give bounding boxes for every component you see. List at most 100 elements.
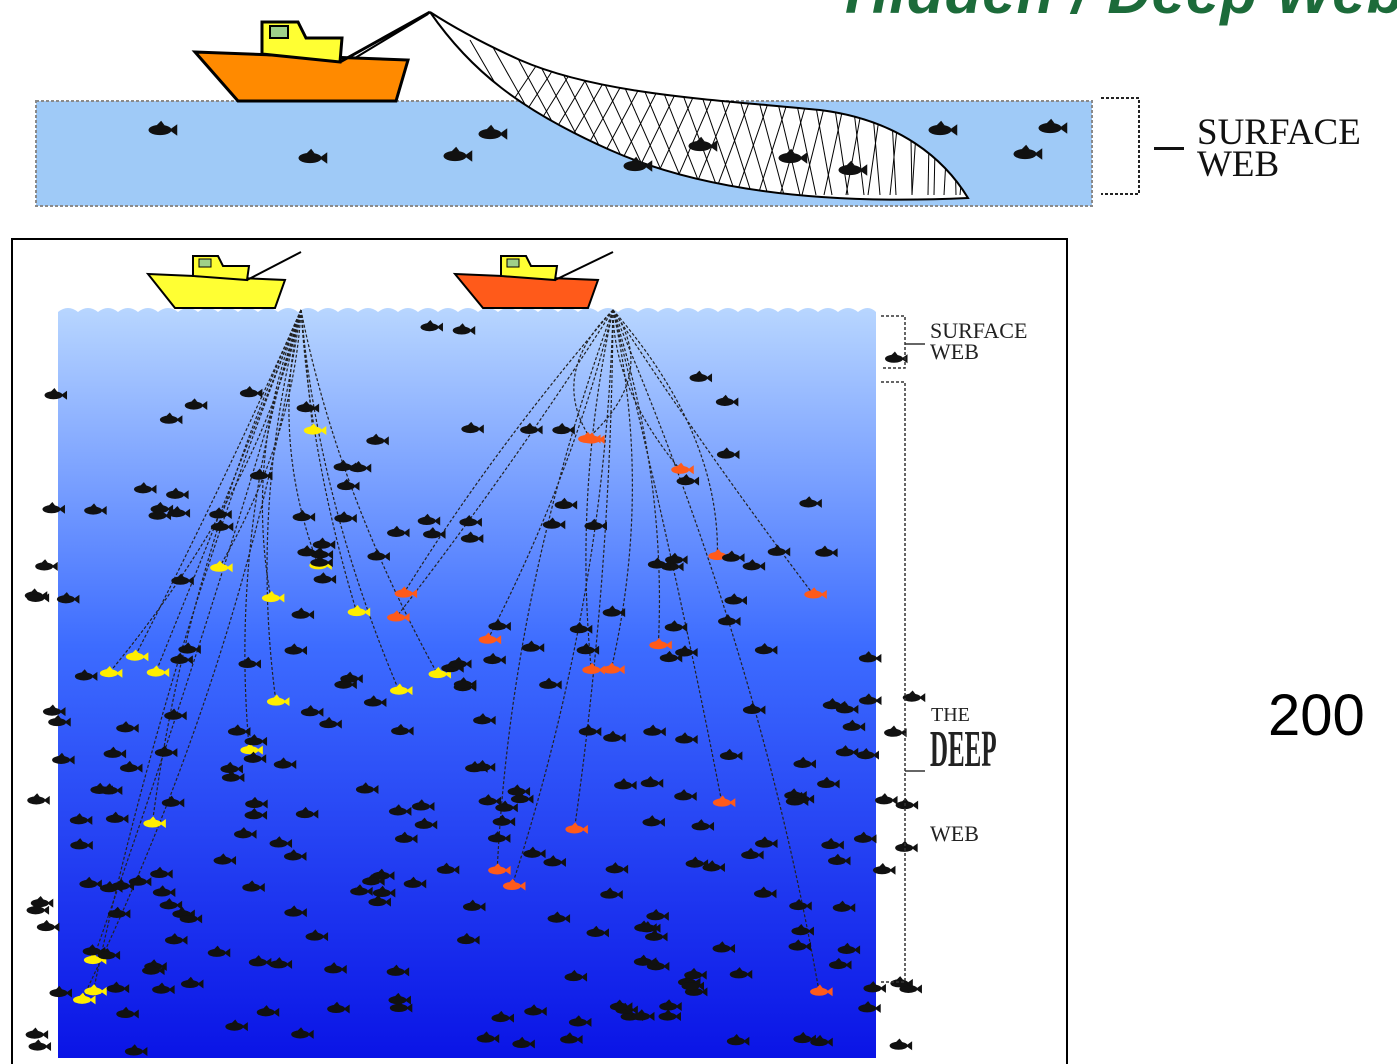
fish-icon: [675, 732, 698, 744]
fish-icon: [815, 545, 838, 558]
fish-icon: [367, 549, 390, 561]
fish-icon: [74, 669, 98, 681]
fish-icon: [420, 319, 443, 332]
fish-icon: [443, 146, 473, 162]
fish-icon: [646, 909, 669, 921]
fish-icon: [895, 797, 919, 810]
fish-icon: [179, 911, 203, 924]
fish-icon: [245, 796, 268, 809]
fish-icon: [411, 799, 435, 811]
fish-icon: [1038, 118, 1068, 134]
fish-icon: [895, 840, 918, 853]
fish-icon: [184, 398, 208, 411]
fish-icon: [889, 1038, 913, 1051]
fish-icon: [334, 677, 357, 690]
fish-icon: [459, 515, 482, 527]
fish-icon: [49, 985, 72, 998]
fish-icon: [605, 862, 629, 874]
fish-icon: [310, 555, 333, 568]
fish-icon: [319, 716, 342, 729]
deep-bracket: [881, 381, 906, 983]
fish-icon: [261, 590, 285, 603]
fish-icon: [372, 885, 396, 898]
fish-icon: [220, 761, 243, 774]
fish-icon: [719, 748, 743, 761]
fish-icon: [234, 827, 257, 839]
fish-icon: [97, 948, 121, 960]
fish-icon: [712, 795, 736, 808]
deep-surface-label-line2: WEB: [930, 339, 979, 364]
fish-icon: [213, 853, 237, 866]
fish-icon: [161, 795, 185, 808]
fish-icon: [674, 789, 697, 801]
fish-icon: [799, 496, 822, 508]
fish-icon: [821, 837, 844, 850]
fish-icon: [324, 962, 347, 974]
fish-icon: [473, 713, 496, 725]
fish-icon: [767, 544, 791, 557]
fish-icon: [180, 976, 204, 989]
fish-icon: [609, 999, 633, 1012]
fish-icon: [334, 511, 357, 523]
fish-icon: [793, 756, 816, 769]
fish-icon: [452, 323, 476, 335]
fish-icon: [436, 862, 460, 875]
fish-icon: [578, 431, 601, 444]
fish-icon: [146, 665, 170, 678]
fish-icon: [524, 1004, 547, 1016]
fish-icon: [225, 1019, 248, 1032]
fish-icon: [488, 863, 511, 875]
fish-icon: [778, 148, 808, 164]
fish-icon: [875, 793, 898, 805]
fish-icon: [688, 136, 718, 152]
fish-icon: [718, 614, 741, 626]
fish-icon: [659, 999, 682, 1011]
fish-icon: [832, 900, 856, 913]
deep-web-label-the: THE: [931, 704, 970, 726]
fish-icon: [453, 677, 477, 689]
fish-icon: [336, 478, 360, 491]
fish-icon: [284, 643, 308, 656]
fish-icon: [417, 513, 441, 526]
fish-icon: [423, 527, 446, 539]
fish-icon: [640, 776, 664, 788]
fish-icon: [658, 1009, 681, 1022]
fish-icon: [386, 964, 410, 977]
fishing-boat-icon: [452, 251, 614, 309]
fish-icon: [56, 592, 80, 604]
fish-icon: [483, 652, 506, 665]
fish-icon: [26, 903, 50, 915]
fish-icon: [623, 156, 653, 172]
fish-icon: [512, 1036, 535, 1049]
fish-icon: [389, 683, 413, 696]
fish-icon: [210, 519, 234, 532]
fish-icon: [249, 468, 273, 481]
fish-icon: [166, 487, 189, 500]
fish-icon: [69, 813, 93, 825]
fish-icon: [305, 929, 329, 942]
fish-icon: [243, 751, 267, 764]
fish-icon: [858, 651, 882, 663]
fish-icon: [552, 422, 575, 435]
fish-icon: [645, 929, 668, 942]
fish-icon: [829, 957, 852, 970]
fish-icon: [565, 822, 588, 834]
fish-icon: [754, 642, 778, 655]
fish-icon: [27, 793, 50, 805]
fish-icon: [755, 836, 778, 849]
fish-icon: [859, 693, 882, 706]
fish-icon: [99, 665, 123, 678]
fish-icon: [810, 1034, 833, 1047]
fish-icon: [649, 637, 672, 650]
fish-icon: [872, 863, 896, 875]
fish-icon: [502, 878, 526, 891]
fish-icon: [885, 351, 908, 364]
fish-icon: [853, 831, 877, 844]
fish-icon: [119, 760, 143, 773]
fish-icon: [712, 941, 736, 953]
fish-icon: [26, 590, 50, 603]
fish-icon: [295, 806, 319, 819]
fish-icon: [84, 503, 107, 516]
fish-icon: [643, 724, 666, 737]
fish-icon: [368, 894, 391, 907]
